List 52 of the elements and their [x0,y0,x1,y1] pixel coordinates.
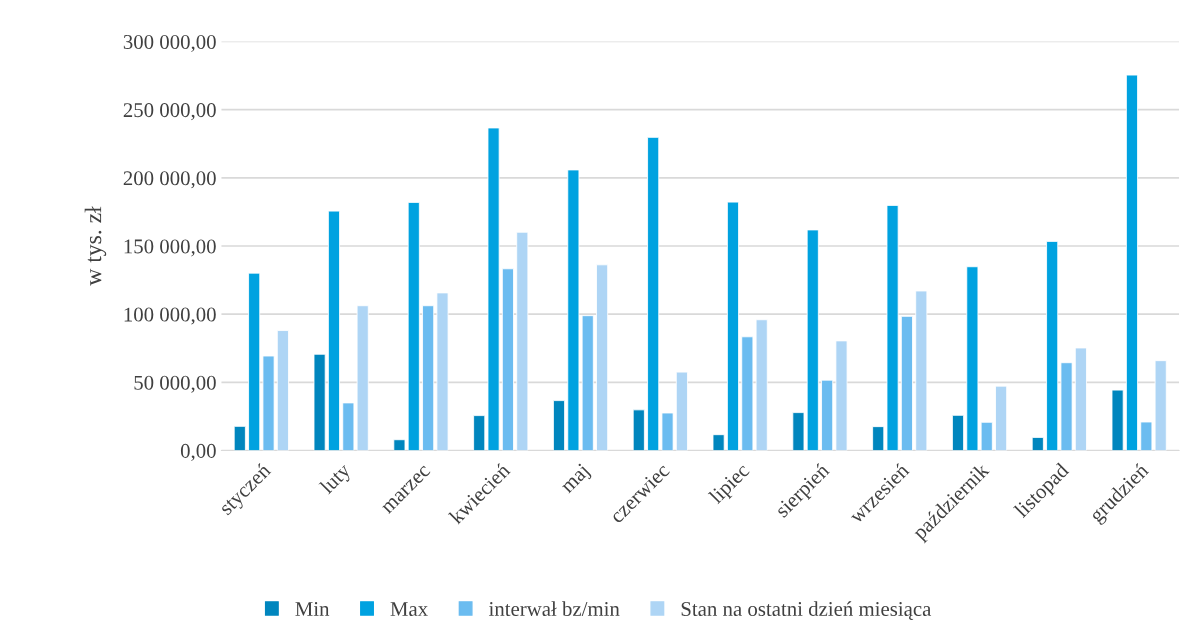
bar [647,136,660,451]
bar [872,426,885,451]
y-tick-label: 150 000,00 [124,239,216,257]
bar [1074,347,1087,451]
bar [835,340,848,451]
bar [327,210,340,451]
bar [501,268,514,451]
legend-label: Stan na ostatni dzień miesiąca [681,601,932,620]
bar [473,415,486,451]
bar [487,127,500,451]
y-tick-label: 50 000,00 [134,375,216,393]
bar [886,204,899,451]
bar [726,201,739,451]
bar [806,229,819,451]
bar [995,385,1008,451]
bar [1060,362,1073,451]
bar [393,439,406,451]
bar [248,272,261,451]
bar [552,400,565,451]
bar [1125,74,1138,451]
bar [407,201,420,451]
bar [233,425,246,451]
y-tick-label: 250 000,00 [123,103,216,121]
bar [516,231,529,451]
y-tick-label: 300 000,00 [123,34,216,52]
bar [436,292,449,451]
bar [712,434,725,451]
bar [632,409,645,451]
y-tick-label: 0,00 [180,443,216,461]
y-tick-label: 100 000,00 [124,307,216,325]
legend-label: Min [295,602,330,616]
bar [821,379,834,451]
bar [661,412,674,451]
bar [262,355,275,451]
bar [951,414,964,451]
bar [596,264,609,451]
legend-label: interwał bz/min [488,601,620,617]
y-tick-label: 200 000,00 [123,171,216,189]
bar [422,305,435,451]
bar [915,290,928,451]
bar [1031,436,1044,451]
bar [1046,240,1059,451]
bar [792,412,805,451]
bar [313,353,326,451]
bar [1111,389,1124,451]
x-tick-label: luty [318,461,355,498]
y-axis-title: w tys. zł [84,206,107,286]
bar [675,371,688,451]
bar [900,315,913,451]
x-tick-label: maj [559,463,593,497]
bar [276,330,289,451]
legend-label: Max [390,602,428,617]
